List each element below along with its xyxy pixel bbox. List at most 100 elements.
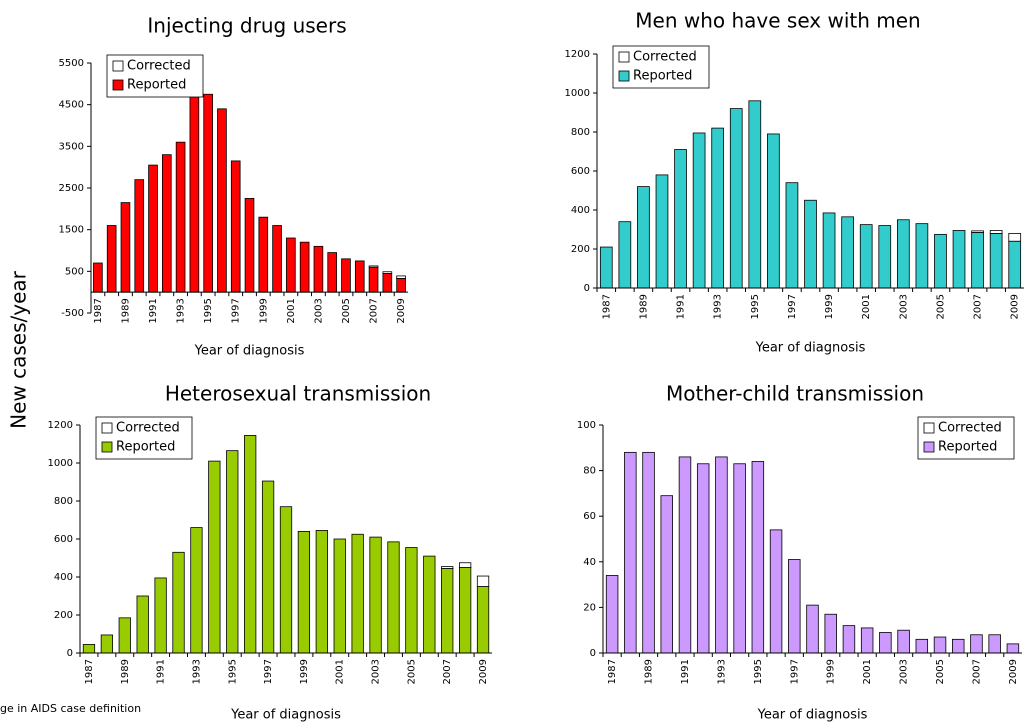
bar <box>696 463 710 654</box>
bar <box>175 141 186 293</box>
bar <box>711 127 725 289</box>
x-tick-label: 1991 <box>156 659 167 684</box>
legend-swatch <box>101 422 113 434</box>
bar <box>660 495 673 654</box>
bar <box>226 450 239 654</box>
bar <box>299 241 310 293</box>
y-tick-label: 60 <box>583 511 596 522</box>
bar <box>769 529 783 654</box>
bar <box>286 237 296 293</box>
bar <box>605 575 619 654</box>
y-tick-label: 400 <box>54 572 73 583</box>
x-tick-label: 2005 <box>406 659 417 684</box>
x-tick-label: 2009 <box>396 298 407 323</box>
bar <box>313 245 324 293</box>
bar <box>261 480 275 654</box>
bar <box>382 271 393 274</box>
x-tick-label: 1997 <box>231 298 242 323</box>
bar <box>989 230 1003 234</box>
x-tick-label: 2005 <box>935 659 946 684</box>
bar <box>244 198 255 293</box>
x-tick-label: 2003 <box>371 659 382 684</box>
x-tick-label: 2001 <box>861 294 872 319</box>
legend-swatch <box>112 79 124 91</box>
bar <box>879 632 892 654</box>
x-tick-label: 2007 <box>971 659 982 684</box>
x-tick-label: 1993 <box>191 659 202 684</box>
bar <box>351 533 364 654</box>
legend-label: Corrected <box>127 59 191 74</box>
bar <box>751 461 765 654</box>
bar <box>878 225 892 289</box>
bar <box>118 617 131 654</box>
bar <box>637 186 650 289</box>
y-tick-label: 1200 <box>565 49 590 60</box>
x-tick-label: 1989 <box>644 659 655 684</box>
bar <box>822 212 836 289</box>
bar <box>279 506 293 654</box>
bar <box>859 224 873 289</box>
y-tick-label: 400 <box>571 205 590 216</box>
x-tick-label: 2001 <box>335 659 346 684</box>
bar <box>333 538 346 654</box>
bar <box>369 536 382 654</box>
bar <box>100 634 114 654</box>
y-tick-label: 500 <box>65 266 84 277</box>
y-tick-label: 80 <box>583 466 596 477</box>
bar <box>272 225 282 293</box>
bar <box>396 278 406 293</box>
bar <box>989 232 1003 289</box>
bar <box>120 202 131 293</box>
bar <box>217 108 227 293</box>
x-tick-label: 2003 <box>313 298 324 323</box>
x-tick-label: 2007 <box>442 659 453 684</box>
bar <box>1006 643 1020 654</box>
y-tick-label: 1000 <box>565 88 590 99</box>
bar <box>824 613 837 654</box>
y-tick-label: 200 <box>54 610 73 621</box>
y-tick-label: 5500 <box>59 58 84 69</box>
y-tick-label: 600 <box>54 534 73 545</box>
legend-label: Corrected <box>116 421 180 436</box>
bar <box>297 531 311 654</box>
bar <box>618 221 632 289</box>
bar <box>341 258 351 293</box>
bar <box>971 232 984 289</box>
x-tick-label: 2007 <box>973 294 984 319</box>
bar <box>172 551 185 654</box>
bar <box>785 182 799 289</box>
x-tick-label: 1999 <box>824 294 835 319</box>
bar <box>599 246 613 289</box>
x-tick-label: 1989 <box>120 659 131 684</box>
y-tick-label: 800 <box>571 127 590 138</box>
x-tick-label: 2001 <box>286 298 297 323</box>
bar <box>190 527 203 654</box>
x-tick-label: 1991 <box>148 298 159 323</box>
bar <box>692 132 706 289</box>
bar <box>441 568 454 654</box>
bar <box>933 636 947 654</box>
bar <box>952 638 965 654</box>
x-axis-label: Year of diagnosis <box>755 341 866 356</box>
y-tick-label: 1500 <box>59 225 84 236</box>
bar <box>970 634 983 654</box>
bar <box>476 575 490 587</box>
bar <box>382 273 393 293</box>
legend-label: Reported <box>938 440 997 455</box>
legend-label: Reported <box>127 78 186 93</box>
bar <box>208 460 221 654</box>
x-tick-label: 1999 <box>299 659 310 684</box>
bar <box>476 586 490 654</box>
x-tick-label: 2005 <box>341 298 352 323</box>
x-tick-label: 1987 <box>84 659 95 684</box>
y-tick-label: 100 <box>577 420 596 431</box>
bar <box>458 562 472 568</box>
chart-title: Heterosexual transmission <box>165 382 431 406</box>
x-axis-label: Year of diagnosis <box>230 708 341 723</box>
bar <box>93 262 103 293</box>
y-axis-label: New cases/year <box>7 270 31 429</box>
bar <box>915 638 929 654</box>
x-tick-label: 1995 <box>203 298 214 323</box>
x-tick-label: 2003 <box>898 294 909 319</box>
bar <box>423 555 436 654</box>
